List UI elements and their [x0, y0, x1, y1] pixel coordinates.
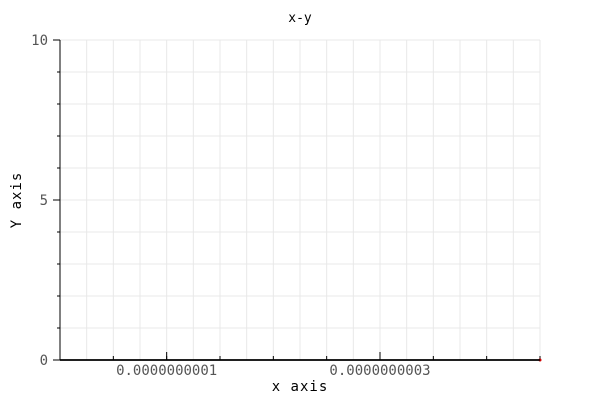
- tick-labels: 0 5 10 0.0000000001 0.0000000003: [31, 33, 430, 379]
- x-axis-label: x axis: [272, 379, 329, 395]
- grid: [60, 39, 541, 360]
- y-axis-label: Y axis: [9, 172, 25, 229]
- y-tick-label: 0: [40, 353, 48, 369]
- y-tick-label: 5: [40, 193, 48, 209]
- x-tick-label: 0.0000000001: [116, 363, 217, 379]
- y-tick-label: 10: [31, 33, 48, 49]
- x-tick-label: 0.0000000003: [329, 363, 430, 379]
- chart-title: x-y: [288, 11, 312, 26]
